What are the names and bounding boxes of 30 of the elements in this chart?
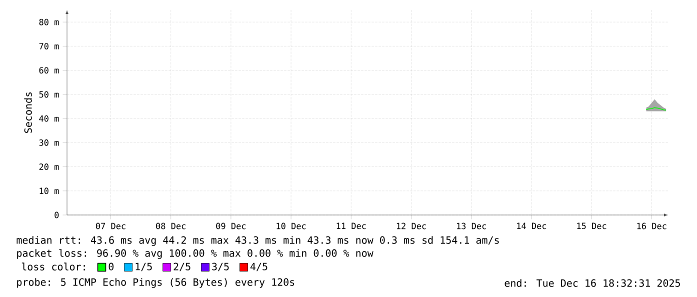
y-tick-label: 40 m: [39, 115, 59, 122]
x-tick-label: 09 Dec: [216, 222, 246, 230]
y-tick-label: 0: [54, 212, 59, 218]
legend-label: 4/5: [250, 262, 268, 272]
y-tick-label: 60 m: [39, 67, 59, 74]
text: median rtt: 43.6 ms avg 44.2 ms max 43.3 ms min 43.3 ms now 0.3 ms sd 154.1 am/s: [16, 236, 499, 246]
x-tick-label: 07 Dec: [96, 222, 126, 230]
legend-title: loss color:: [22, 262, 85, 270]
y-tick-label: 10 m: [40, 188, 59, 194]
x-tick-label: 13 Dec: [457, 222, 486, 230]
x-tick-label: 16 Dec: [637, 222, 666, 230]
x-tick-label: 14 Dec: [517, 222, 546, 230]
text: packet loss: 96.90 % avg 100.00 % max 0.00 % min 0.00 % now: [17, 249, 374, 259]
y-tick-label: 20 m: [39, 164, 59, 170]
legend-label: 3/5: [212, 262, 229, 272]
y-tick-label: 30 m: [39, 139, 59, 146]
legend-label: 1/5: [136, 262, 152, 272]
y-tick-label: 50 m: [39, 91, 59, 98]
y-tick-label: 80 m: [39, 18, 59, 26]
y-tick-label: 70 m: [39, 42, 59, 50]
x-tick-label: 12 Dec: [396, 222, 426, 230]
x-tick-label: 10 Dec: [276, 222, 306, 230]
text: end: Tue Dec 16 18:32:31 2025: [504, 279, 680, 287]
x-tick-label: 15 Dec: [577, 222, 606, 230]
text: probe: 5 ICMP Echo Pings (56 Bytes) every 120s: [17, 278, 294, 288]
x-tick-label: 08 Dec: [156, 222, 186, 230]
y-axis-title: Seconds: [24, 92, 32, 133]
x-tick-label: 11 Dec: [336, 222, 366, 230]
legend-label: 0: [108, 262, 114, 270]
legend-label: 2/5: [174, 262, 190, 272]
